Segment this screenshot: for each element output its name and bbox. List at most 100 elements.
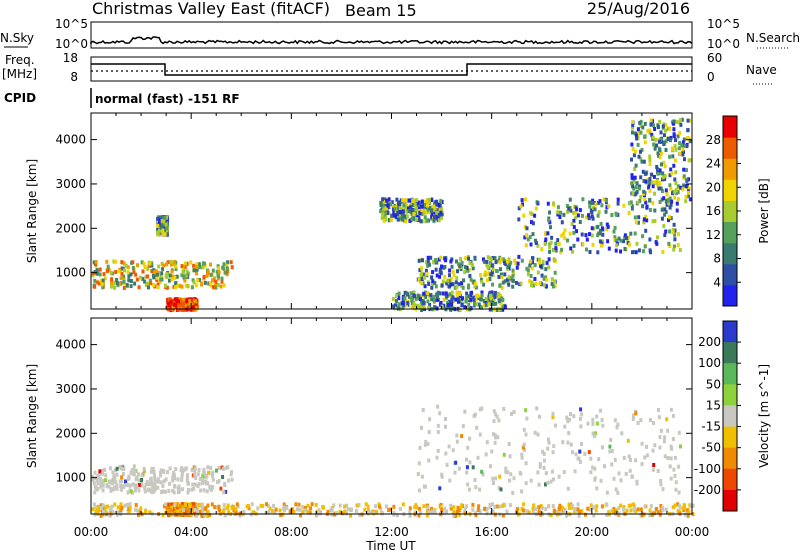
- data-cell: [673, 237, 677, 242]
- data-cell: [670, 199, 674, 204]
- data-cell: [615, 243, 619, 248]
- data-cell: [668, 229, 672, 234]
- data-cell: [211, 477, 215, 482]
- data-cell: [122, 274, 126, 279]
- data-cell: [441, 279, 445, 284]
- data-cell: [198, 477, 202, 481]
- data-cell: [653, 208, 657, 213]
- data-cell: [439, 255, 443, 260]
- data-cell: [648, 128, 652, 133]
- data-cell: [568, 197, 572, 202]
- data-cell: [210, 485, 213, 489]
- data-cell: [456, 293, 460, 298]
- data-cell: [686, 128, 690, 133]
- data-cell: [216, 276, 220, 281]
- data-cell: [494, 476, 498, 481]
- data-cell: [150, 269, 154, 273]
- data-cell: [166, 260, 170, 265]
- data-cell: [558, 506, 561, 511]
- data-cell: [471, 502, 475, 507]
- data-cell: [615, 425, 619, 430]
- data-cell: [119, 507, 123, 512]
- data-cell: [434, 267, 438, 272]
- data-cell: [177, 307, 181, 312]
- data-cell: [440, 508, 444, 512]
- data-cell: [435, 273, 439, 278]
- velocity-colorbar-label: Velocity [m s^-1]: [757, 364, 771, 468]
- data-cell: [545, 260, 549, 265]
- data-cell: [676, 502, 680, 507]
- data-cell: [660, 207, 664, 212]
- data-cell: [469, 293, 472, 298]
- data-cell: [651, 219, 655, 224]
- data-cell: [572, 204, 576, 209]
- data-cell: [165, 272, 169, 277]
- data-cell: [519, 281, 523, 286]
- data-cell: [487, 296, 491, 301]
- data-cell: [669, 407, 673, 412]
- data-cell: [608, 444, 612, 449]
- data-cell: [595, 421, 599, 426]
- data-cell: [479, 272, 483, 277]
- data-cell: [164, 477, 168, 482]
- data-cell: [101, 482, 105, 487]
- data-cell: [686, 513, 690, 518]
- power-feature-0: [91, 259, 234, 290]
- data-cell: [592, 513, 596, 518]
- data-cell: [687, 194, 691, 199]
- data-cell: [416, 472, 420, 476]
- data-cell: [100, 468, 104, 473]
- data-cell: [554, 246, 558, 251]
- data-cell: [114, 270, 118, 274]
- data-cell: [622, 239, 625, 244]
- data-cell: [606, 239, 610, 244]
- data-cell: [395, 203, 399, 208]
- data-cell: [410, 208, 414, 213]
- data-cell: [140, 478, 144, 482]
- data-cell: [636, 127, 640, 132]
- data-cell: [529, 283, 533, 288]
- data-cell: [401, 198, 405, 203]
- data-cell: [420, 425, 423, 430]
- data-cell: [326, 509, 330, 514]
- data-cell: [544, 471, 548, 476]
- data-cell: [542, 276, 546, 281]
- data-cell: [460, 260, 464, 265]
- data-cell: [488, 290, 492, 295]
- data-cell: [431, 509, 434, 514]
- data-cell: [124, 479, 127, 484]
- data-cell: [496, 258, 500, 263]
- data-cell: [669, 167, 673, 172]
- data-cell: [442, 291, 445, 296]
- data-cell: [552, 444, 556, 449]
- colorbar-swatch: [723, 200, 737, 222]
- data-cell: [467, 302, 471, 307]
- data-cell: [219, 486, 223, 491]
- data-cell: [477, 504, 481, 509]
- data-cell: [112, 283, 116, 288]
- data-cell: [553, 284, 557, 289]
- data-cell: [142, 469, 146, 474]
- data-cell: [613, 418, 617, 423]
- data-cell: [562, 470, 566, 475]
- data-cell: [112, 476, 116, 481]
- data-cell: [178, 504, 182, 509]
- data-cell: [209, 262, 212, 267]
- data-cell: [146, 487, 150, 492]
- data-cell: [464, 256, 468, 261]
- data-cell: [435, 202, 439, 207]
- data-cell: [480, 290, 484, 295]
- data-cell: [536, 243, 540, 248]
- data-cell: [538, 281, 542, 286]
- data-cell: [192, 280, 196, 285]
- data-cell: [268, 506, 272, 511]
- data-cell: [418, 510, 422, 515]
- data-cell: [436, 404, 440, 409]
- data-cell: [184, 466, 188, 471]
- data-cell: [532, 283, 536, 288]
- data-cell: [211, 278, 214, 283]
- data-cell: [520, 198, 524, 203]
- data-cell: [427, 305, 431, 310]
